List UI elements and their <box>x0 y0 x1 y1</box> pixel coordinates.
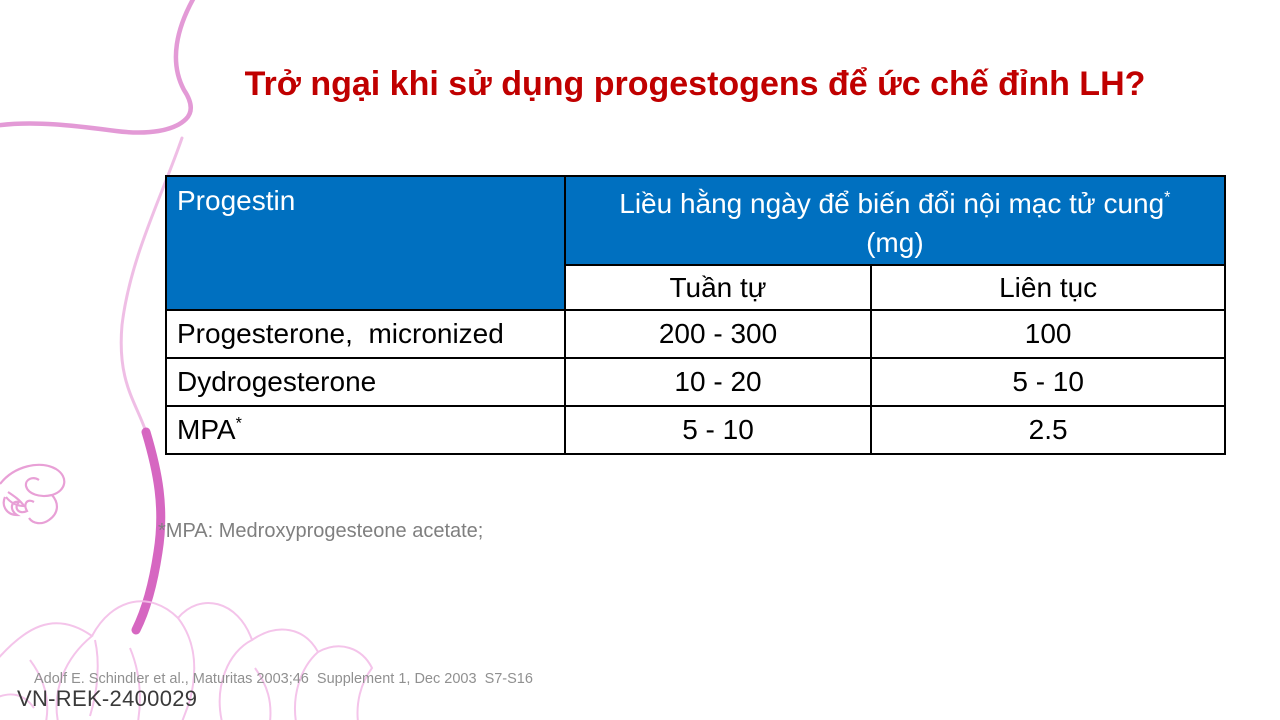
dose-header-asterisk: * <box>1164 188 1171 207</box>
table-row: MPA* 5 - 10 2.5 <box>165 405 1226 455</box>
dose-header-unit: (mg) <box>866 227 924 259</box>
cell-sequential-dose: 10 - 20 <box>563 357 873 407</box>
cell-sequential-dose: 5 - 10 <box>563 405 873 455</box>
cell-progestin-name: Progesterone, micronized <box>165 309 566 359</box>
table-row: Progesterone, micronized 200 - 300 100 <box>165 309 1226 359</box>
table-header-row: Progestin Liều hằng ngày để biến đổi nội… <box>165 175 1227 311</box>
citation: Adolf E. Schindler et al., Maturitas 200… <box>34 671 533 687</box>
footnote: *MPA: Medroxyprogesteone acetate; <box>158 520 484 542</box>
dose-header-text: Liều hằng ngày để biến đổi nội mạc tử cu… <box>619 188 1165 219</box>
approval-code: VN-REK-2400029 <box>17 686 198 711</box>
cell-sequential-dose: 200 - 300 <box>563 309 873 359</box>
slide-title: Trở ngại khi sử dụng progestogens để ức … <box>244 64 1146 103</box>
cell-continuous-dose: 2.5 <box>870 405 1226 455</box>
curled-bud-doodle <box>0 463 66 525</box>
subheader-continuous: Liên tục <box>870 264 1226 311</box>
cell-progestin-name: Dydrogesterone <box>165 357 566 407</box>
table-subheader-row: Tuần tự Liên tục <box>166 264 1226 311</box>
progestin-name-text: Progesterone, micronized <box>177 318 504 349</box>
progestogen-dose-table: Progestin Liều hằng ngày để biến đổi nội… <box>165 175 1227 455</box>
column-header-dose: Liều hằng ngày để biến đổi nội mạc tử cu… <box>563 175 1227 266</box>
cell-progestin-name: MPA* <box>165 405 566 455</box>
column-header-progestin: Progestin <box>165 175 566 311</box>
progestin-name-text: MPA <box>177 414 236 445</box>
cell-continuous-dose: 100 <box>870 309 1226 359</box>
dose-table-container: Progestin Liều hằng ngày để biến đổi nội… <box>165 175 1227 455</box>
progestin-name-asterisk: * <box>235 414 242 433</box>
cell-continuous-dose: 5 - 10 <box>870 357 1226 407</box>
progestin-name-text: Dydrogesterone <box>177 366 377 397</box>
table-row: Dydrogesterone 10 - 20 5 - 10 <box>165 357 1226 407</box>
subheader-sequential: Tuần tự <box>563 264 873 311</box>
